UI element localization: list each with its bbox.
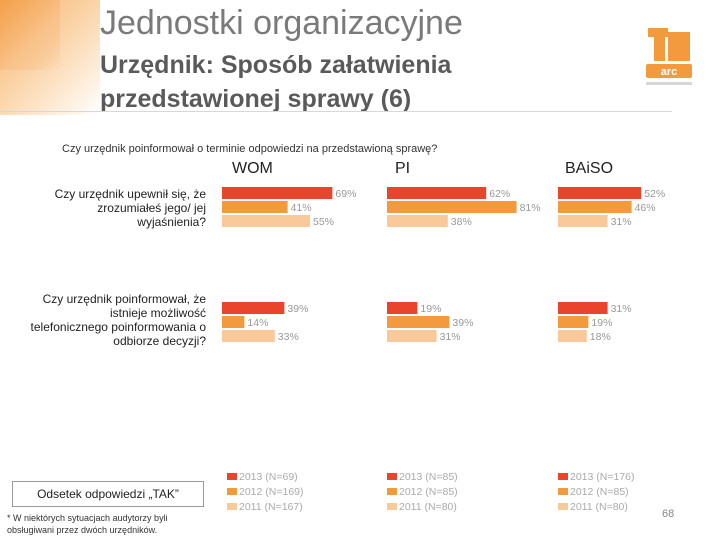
value-label-baiso-row2-2011: 18%: [590, 331, 611, 343]
legend-swatch: [227, 503, 237, 510]
bar-baiso-row2-2011: [558, 330, 587, 342]
bar-wom-row1-2013: [222, 187, 333, 199]
legend-swatch: [227, 488, 237, 495]
bar-baiso-row2-2013: [558, 302, 608, 314]
arc-logo: arc: [646, 28, 692, 85]
value-label-wom-row1-2012: 41%: [291, 202, 312, 214]
bar-wom-row2-2011: [222, 330, 275, 342]
bar-baiso-row1-2013: [558, 187, 642, 199]
value-label-wom-row1-2011: 55%: [313, 216, 334, 228]
legend-swatch: [558, 473, 568, 480]
legend-item: 2011 (N=167): [227, 499, 304, 514]
value-label-baiso-row2-2013: 31%: [611, 303, 632, 315]
legend-text: 2011 (N=80): [570, 500, 628, 513]
value-label-wom-row2-2011: 33%: [278, 331, 299, 343]
group-header-wom: WOM: [232, 160, 273, 177]
legend-text: 2013 (N=85): [399, 470, 458, 483]
bar-wom-row1-2012: [222, 201, 288, 213]
value-label-pi-row2-2011: 31%: [440, 331, 461, 343]
legend-text: 2012 (N=85): [570, 485, 629, 498]
bar-wom-row2-2013: [222, 302, 285, 314]
value-label-wom-row2-2013: 39%: [287, 303, 308, 315]
value-label-pi-row1-2013: 62%: [489, 188, 510, 200]
value-label-baiso-row1-2011: 31%: [611, 216, 632, 228]
footnote: * W niektórych sytuacjach audytorzy byli…: [7, 513, 168, 535]
legend-item: 2013 (N=176): [558, 469, 635, 484]
slide-subtitle: Urzędnik: Sposób załatwienia przedstawio…: [100, 51, 452, 113]
legend-wom: 2013 (N=69) 2012 (N=169) 2011 (N=167): [227, 469, 304, 514]
value-label-pi-row2-2013: 19%: [420, 303, 441, 315]
legend-item: 2011 (N=80): [558, 499, 635, 514]
bar-baiso-row1-2011: [558, 215, 608, 227]
legend-swatch: [387, 503, 397, 510]
group-header-baiso: BAiSO: [565, 160, 614, 177]
legend-text: 2013 (N=69): [239, 470, 298, 483]
value-label-pi-row1-2011: 38%: [451, 216, 472, 228]
bar-pi-row2-2011: [387, 330, 437, 342]
legend-text: 2012 (N=85): [399, 485, 458, 498]
legend-text: 2011 (N=80): [399, 500, 457, 513]
bar-baiso-row2-2012: [558, 316, 589, 328]
legend-baiso: 2013 (N=176) 2012 (N=85) 2011 (N=80): [558, 469, 635, 514]
value-label-wom-row2-2012: 14%: [247, 317, 268, 329]
bar-pi-row1-2013: [387, 187, 487, 199]
legend-item: 2012 (N=85): [387, 484, 458, 499]
legend-item: 2011 (N=80): [387, 499, 458, 514]
row-label-understood: Czy urzędnik upewnił się, że zrozumiałeś…: [54, 187, 206, 229]
bar-wom-row2-2012: [222, 316, 245, 328]
footer-note-box: Odsetek odpowiedzi „TAK”: [12, 481, 204, 507]
legend-pi: 2013 (N=85) 2012 (N=85) 2011 (N=80): [387, 469, 458, 514]
legend-item: 2012 (N=169): [227, 484, 304, 499]
title-divider: [0, 111, 672, 112]
legend-swatch: [387, 488, 397, 495]
legend-item: 2013 (N=69): [227, 469, 304, 484]
value-label-baiso-row2-2012: 19%: [591, 317, 612, 329]
page-number: 68: [662, 508, 675, 520]
svg-text:arc: arc: [661, 66, 678, 78]
question-label: Czy urzędnik poinformował o terminie odp…: [62, 143, 438, 155]
legend-swatch: [558, 488, 568, 495]
row-label-phone-notice: Czy urzędnik poinformował, że istnieje m…: [30, 292, 206, 348]
slide-title: Jednostki organizacyjne: [100, 4, 463, 42]
value-label-wom-row1-2013: 69%: [335, 188, 356, 200]
bar-pi-row2-2012: [387, 316, 450, 328]
group-header-pi: PI: [395, 160, 411, 177]
bar-pi-row1-2011: [387, 215, 448, 227]
bar-pi-row2-2013: [387, 302, 418, 314]
value-label-baiso-row1-2013: 52%: [644, 188, 665, 200]
bar-pi-row1-2012: [387, 201, 517, 213]
value-label-pi-row1-2012: 81%: [520, 202, 541, 214]
bar-baiso-row1-2012: [558, 201, 632, 213]
bar-wom-row1-2011: [222, 215, 310, 227]
legend-text: 2013 (N=176): [570, 470, 635, 483]
legend-swatch: [227, 473, 237, 480]
legend-item: 2013 (N=85): [387, 469, 458, 484]
legend-swatch: [558, 503, 568, 510]
decorative-splash-accent: [0, 0, 60, 70]
legend-text: 2012 (N=169): [239, 485, 304, 498]
legend-text: 2011 (N=167): [239, 500, 303, 513]
value-label-baiso-row1-2012: 46%: [635, 202, 656, 214]
legend-item: 2012 (N=85): [558, 484, 635, 499]
legend-swatch: [387, 473, 397, 480]
value-label-pi-row2-2012: 39%: [452, 317, 473, 329]
